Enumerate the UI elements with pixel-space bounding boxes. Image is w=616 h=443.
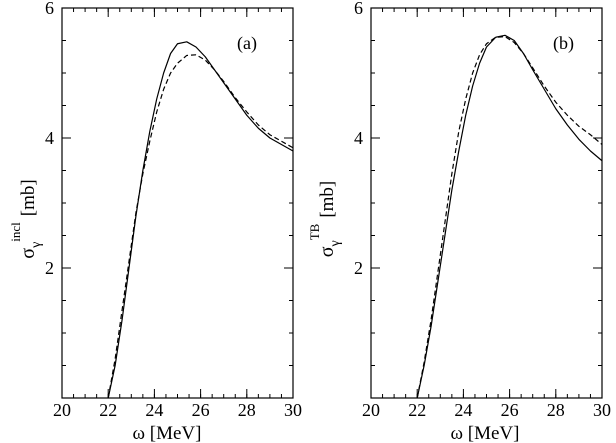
x-tick-label: 24 [454,400,472,420]
y-axis-label-symbol: σ [17,248,39,259]
series-line-dashed [107,54,294,399]
y-axis-label: σγ TB [mb] [307,181,343,258]
x-tick-label: 20 [53,400,71,420]
y-tick-label: 2 [354,258,363,278]
x-tick-label: 26 [192,400,210,420]
series-line-dashed [416,36,603,399]
plot-frame [61,7,294,399]
x-tick-label: 20 [362,400,380,420]
x-tick-label: 22 [408,400,426,420]
series-line-solid [416,34,603,399]
x-axis-label: ω [MeV] [133,423,202,443]
y-axis-label: σγincl [mb] [8,179,44,258]
y-axis-label-unit: [mb] [18,179,39,216]
x-tick-label: 30 [284,400,302,420]
panel-label: (a) [237,33,257,54]
x-tick-label: 28 [547,400,565,420]
x-axis-label: ω [MeV] [451,423,520,443]
panel-label: (b) [553,33,574,54]
y-axis-label-unit: [mb] [317,181,338,218]
y-tick-label: 2 [45,258,54,278]
x-tick-label: 26 [501,400,519,420]
x-tick-label: 28 [238,400,256,420]
x-tick-label: 22 [99,400,117,420]
plot-frame [370,7,603,399]
y-axis-label-symbol: σ [316,246,338,257]
y-tick-label: 4 [45,128,54,148]
x-tick-label: 30 [593,400,611,420]
y-axis-label-superscript: TB [307,223,322,240]
y-tick-label: 6 [354,0,363,18]
y-tick-label: 6 [45,0,54,18]
y-axis-label-subscript: γ [328,240,343,247]
y-axis-label-subscript: γ [29,242,44,249]
series-line-solid [107,41,294,399]
x-tick-label: 24 [145,400,163,420]
y-axis-label-superscript: incl [8,222,23,242]
y-tick-label: 4 [354,128,363,148]
